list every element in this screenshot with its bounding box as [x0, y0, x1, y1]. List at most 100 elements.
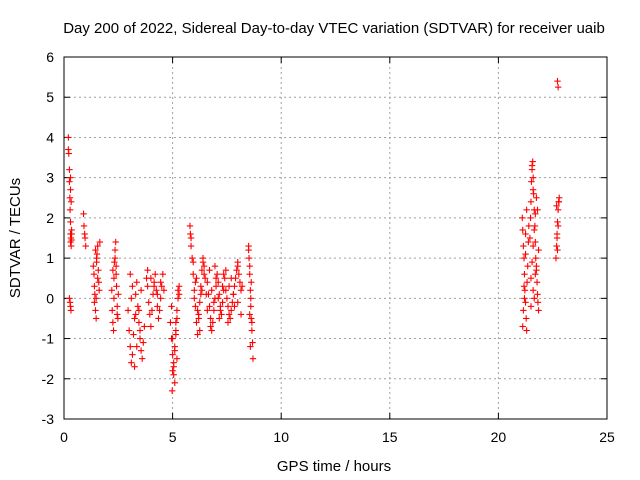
data-point — [534, 291, 541, 298]
data-point — [196, 299, 203, 306]
data-point — [157, 295, 164, 302]
data-point — [206, 303, 213, 310]
data-point — [194, 331, 201, 338]
plot-frame — [63, 56, 608, 420]
data-point — [523, 315, 530, 322]
data-point — [204, 307, 211, 314]
data-point — [527, 198, 535, 205]
data-point — [217, 307, 224, 314]
data-point — [141, 323, 148, 330]
data-point — [206, 266, 213, 274]
data-point — [210, 299, 218, 306]
data-point — [67, 186, 74, 193]
data-point — [94, 242, 101, 250]
data-point — [112, 238, 119, 246]
data-point — [187, 242, 195, 250]
data-point — [193, 319, 200, 326]
data-point — [533, 194, 540, 201]
data-point — [66, 206, 74, 214]
y-tick-label: -2 — [42, 371, 55, 387]
data-point — [173, 307, 181, 314]
data-point — [224, 303, 232, 310]
data-point — [190, 258, 197, 266]
data-point — [531, 222, 539, 230]
data-point — [112, 271, 120, 278]
data-point — [554, 206, 562, 214]
data-point — [170, 359, 177, 366]
data-point — [234, 262, 241, 270]
data-point — [131, 363, 138, 370]
data-point — [554, 246, 561, 254]
data-point — [109, 307, 116, 314]
data-point — [528, 178, 535, 185]
data-point — [111, 258, 118, 266]
data-point — [137, 347, 145, 354]
data-point — [111, 246, 119, 254]
data-point — [191, 287, 198, 294]
data-point — [226, 315, 234, 322]
data-point — [168, 387, 176, 395]
data-point — [80, 210, 87, 218]
data-point — [534, 206, 541, 214]
data-point — [532, 271, 539, 278]
data-point — [127, 271, 134, 278]
data-point — [212, 275, 220, 282]
data-point — [532, 238, 539, 246]
data-point — [95, 279, 102, 286]
data-point — [172, 319, 180, 326]
data-point — [535, 307, 542, 314]
data-point — [114, 303, 121, 310]
data-point — [174, 295, 182, 302]
data-point — [125, 327, 133, 334]
data-point — [246, 271, 253, 278]
data-point — [168, 303, 175, 310]
data-point — [216, 291, 223, 298]
data-point — [522, 299, 529, 306]
data-point — [154, 303, 161, 310]
data-point — [555, 198, 562, 205]
data-point — [169, 367, 176, 374]
data-point — [66, 166, 73, 173]
data-point — [245, 254, 253, 262]
data-point — [82, 242, 89, 250]
data-point — [211, 262, 219, 270]
data-point — [520, 307, 527, 314]
x-tick-label: 0 — [60, 429, 68, 445]
data-point — [200, 262, 208, 270]
data-point — [93, 254, 100, 262]
data-point — [553, 202, 560, 210]
data-point — [91, 299, 98, 306]
data-point — [531, 226, 538, 234]
data-point — [66, 178, 73, 185]
data-point — [553, 242, 560, 250]
data-point — [519, 214, 526, 222]
data-point — [130, 331, 137, 338]
data-point — [109, 319, 117, 326]
data-point — [234, 299, 241, 306]
data-point — [67, 198, 75, 205]
data-point — [521, 287, 529, 294]
data-point — [552, 254, 560, 262]
data-point — [169, 335, 176, 342]
data-point — [246, 262, 253, 270]
data-point — [213, 271, 221, 278]
data-point — [111, 254, 119, 262]
data-point — [68, 236, 75, 244]
data-point — [196, 327, 203, 334]
data-point — [92, 246, 99, 254]
data-point — [210, 307, 218, 314]
data-point — [136, 327, 144, 334]
data-point — [520, 242, 527, 250]
data-point — [146, 311, 153, 318]
data-point — [194, 307, 201, 314]
y-axis-label: SDTVAR / TECUs — [7, 178, 24, 298]
data-point — [193, 275, 200, 282]
data-point — [238, 283, 246, 290]
data-point — [224, 319, 232, 326]
x-tick-labels: 0 5 10 15 20 25 — [60, 429, 615, 445]
data-point — [529, 174, 537, 181]
data-point — [152, 271, 159, 278]
data-point — [192, 303, 199, 310]
data-point — [531, 295, 538, 302]
data-point — [115, 291, 122, 298]
